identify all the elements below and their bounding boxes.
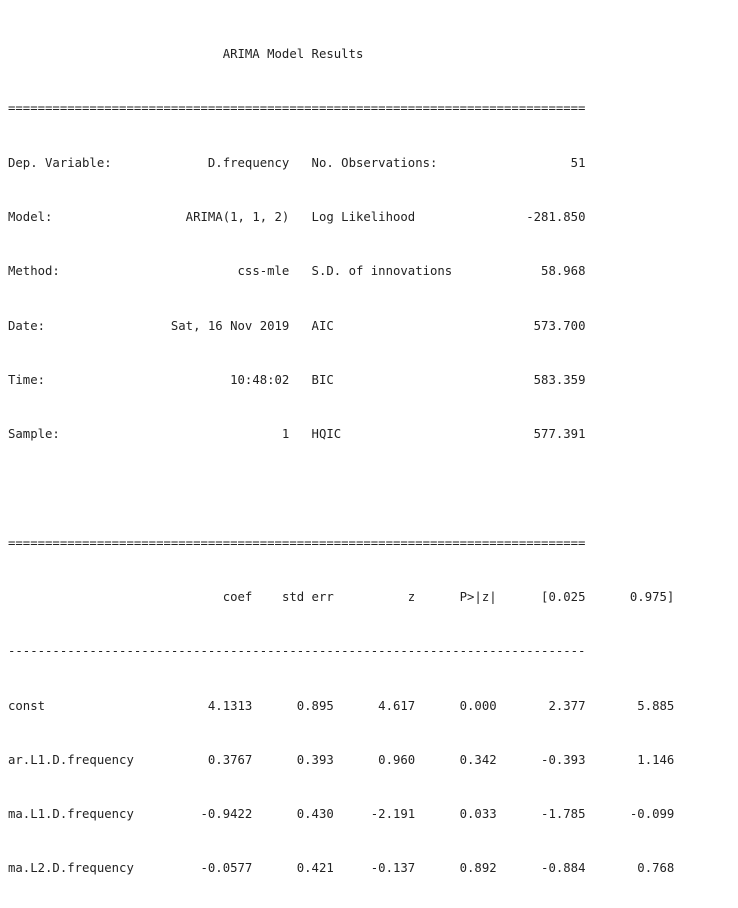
coef-cell: 0.342	[415, 752, 497, 767]
summary-value: 1	[141, 427, 312, 442]
coef-cell: 0.3767	[193, 752, 253, 767]
summary-label: Method:	[8, 264, 142, 279]
summary-value: Sat, 16 Nov 2019	[141, 318, 312, 333]
summary-row: Time: 10:48:02 BIC 583.359	[8, 371, 674, 389]
summary-row: Sample: 1 HQIC 577.391	[8, 425, 674, 443]
coef-cell: -0.137	[333, 861, 416, 876]
rule-double: ========================================…	[8, 535, 586, 550]
blank-line	[8, 479, 674, 497]
summary-row: Dep. Variable: D.frequency No. Observati…	[8, 154, 674, 172]
coef-cell: -0.099	[585, 807, 675, 822]
coef-header: 0.975]	[585, 590, 675, 604]
coef-header: P>|z|	[415, 590, 497, 604]
coef-cell: -0.884	[496, 861, 586, 876]
coef-header: z	[333, 590, 416, 604]
coef-cell: -0.9422	[193, 807, 253, 822]
coef-cell: 0.895	[252, 698, 334, 713]
coef-cell: 0.421	[252, 861, 334, 876]
results-title: ARIMA Model Results	[8, 47, 586, 62]
summary-value2: 583.359	[452, 372, 586, 387]
coef-row-name: ma.L2.D.frequency	[8, 861, 194, 876]
arima-results-output: ARIMA Model Results ====================…	[8, 9, 674, 908]
coef-row: ma.L1.D.frequency -0.9422 0.430 -2.191 0…	[8, 805, 674, 823]
coef-row: ma.L2.D.frequency -0.0577 0.421 -0.137 0…	[8, 859, 674, 877]
summary-value2: -281.850	[452, 210, 586, 225]
summary-label2: BIC	[311, 372, 453, 387]
summary-value2: 577.391	[452, 427, 586, 442]
summary-label2: AIC	[311, 318, 453, 333]
summary-label2: No. Observations:	[311, 155, 453, 170]
coef-cell: 0.768	[585, 861, 675, 876]
coef-cell: 0.892	[415, 861, 497, 876]
coef-header-row: coef std err z P>|z| [0.025 0.975]	[8, 588, 675, 606]
coef-cell: 0.430	[252, 807, 334, 822]
coef-header: std err	[252, 590, 334, 604]
summary-label2: Log Likelihood	[311, 210, 453, 225]
summary-value: D.frequency	[141, 155, 312, 170]
coef-cell: 4.1313	[193, 698, 253, 713]
summary-row: Model: ARIMA(1, 1, 2) Log Likelihood -28…	[8, 208, 674, 226]
coef-cell: -1.785	[496, 807, 586, 822]
summary-label: Sample:	[8, 427, 142, 442]
summary-label: Date:	[8, 318, 142, 333]
coef-row-name: const	[8, 698, 194, 713]
coef-cell: 0.033	[415, 807, 497, 822]
summary-label2: HQIC	[311, 427, 453, 442]
summary-value: ARIMA(1, 1, 2)	[141, 210, 312, 225]
summary-value: 10:48:02	[141, 372, 312, 387]
coef-cell: 4.617	[333, 698, 416, 713]
coef-cell: 5.885	[585, 698, 675, 713]
coef-cell: -2.191	[333, 807, 416, 822]
coef-cell: 0.393	[252, 752, 334, 767]
coef-row: const 4.1313 0.895 4.617 0.000 2.377 5.8…	[8, 697, 674, 715]
summary-value2: 58.968	[452, 264, 586, 279]
results-title-line: ARIMA Model Results	[8, 45, 674, 63]
coef-cell: -0.393	[496, 752, 586, 767]
coef-header: [0.025	[496, 590, 586, 604]
rule-single: ----------------------------------------…	[8, 644, 586, 659]
summary-label: Model:	[8, 210, 142, 225]
coef-cell: 0.960	[333, 752, 416, 767]
summary-label: Time:	[8, 372, 142, 387]
summary-label: Dep. Variable:	[8, 155, 142, 170]
coef-row-name: ar.L1.D.frequency	[8, 752, 194, 767]
coef-cell: 0.000	[415, 698, 497, 713]
coef-row: ar.L1.D.frequency 0.3767 0.393 0.960 0.3…	[8, 751, 674, 769]
coef-header: coef	[193, 590, 253, 604]
coef-cell: 1.146	[585, 752, 675, 767]
summary-value: css-mle	[141, 264, 312, 279]
coef-cell: 2.377	[496, 698, 586, 713]
summary-row: Method: css-mle S.D. of innovations 58.9…	[8, 262, 674, 280]
summary-row: Date: Sat, 16 Nov 2019 AIC 573.700	[8, 317, 674, 335]
coef-row-name: ma.L1.D.frequency	[8, 807, 194, 822]
summary-value2: 51	[452, 155, 586, 170]
coef-cell: -0.0577	[193, 861, 253, 876]
summary-value2: 573.700	[452, 318, 586, 333]
coef-header-spacer	[8, 590, 193, 604]
summary-label2: S.D. of innovations	[311, 264, 453, 279]
rule-double: ========================================…	[8, 101, 586, 116]
